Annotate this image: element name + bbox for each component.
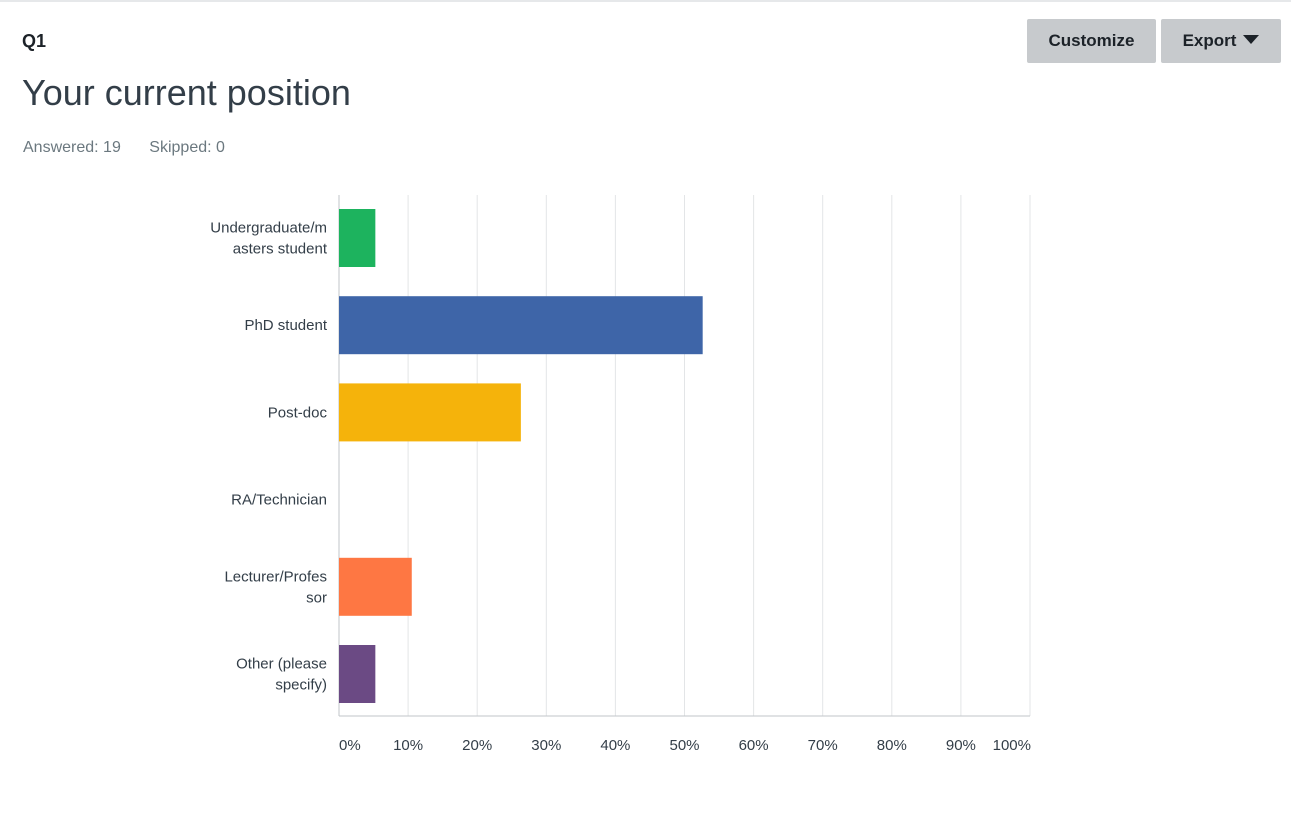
tick-label: 10% [393, 737, 423, 754]
category-label: asters student [233, 241, 328, 258]
bars [339, 209, 703, 703]
tick-label: 40% [600, 737, 630, 754]
tick-label: 100% [993, 737, 1031, 754]
tick-labels: 0% 10% 20% 30% 40% 50% 60% 70% 80% 90% 100% [339, 737, 1031, 754]
category-label: PhD student [244, 317, 327, 334]
caret-down-icon [1243, 34, 1260, 44]
tick-label: 90% [946, 737, 976, 754]
customize-button[interactable]: Customize [1027, 19, 1156, 63]
tick-label: 0% [339, 737, 361, 754]
top-divider [0, 0, 1291, 2]
tick-label: 20% [462, 737, 492, 754]
bar[interactable] [339, 209, 376, 267]
export-label: Export [1182, 31, 1237, 50]
category-label: Lecturer/Profes [224, 568, 327, 585]
bar[interactable] [339, 557, 412, 616]
question-title: Your current position [22, 72, 351, 113]
category-label: Undergraduate/m [210, 220, 327, 237]
response-stats: Answered: 19 Skipped: 0 [23, 139, 249, 157]
question-number: Q1 [22, 31, 47, 51]
customize-label: Customize [1048, 31, 1135, 50]
tick-label: 70% [808, 737, 838, 754]
tick-label: 60% [739, 737, 769, 754]
category-label: RA/Technician [231, 492, 327, 509]
tick-label: 30% [531, 737, 561, 754]
tick-label: 50% [669, 737, 699, 754]
bar[interactable] [339, 296, 703, 355]
category-label: sor [306, 589, 327, 606]
skipped-count: Skipped: 0 [149, 139, 225, 156]
tick-label: 80% [877, 737, 907, 754]
category-label: Post-doc [268, 404, 328, 421]
grid-lines [338, 195, 1031, 717]
answered-count: Answered: 19 [23, 139, 121, 156]
category-labels: Undergraduate/m asters student PhD student… [210, 220, 328, 694]
category-label: Other (please [236, 656, 327, 673]
export-button[interactable]: Export [1161, 19, 1281, 63]
bar[interactable] [339, 645, 376, 703]
category-label: specify) [275, 677, 327, 694]
bar[interactable] [339, 383, 521, 442]
